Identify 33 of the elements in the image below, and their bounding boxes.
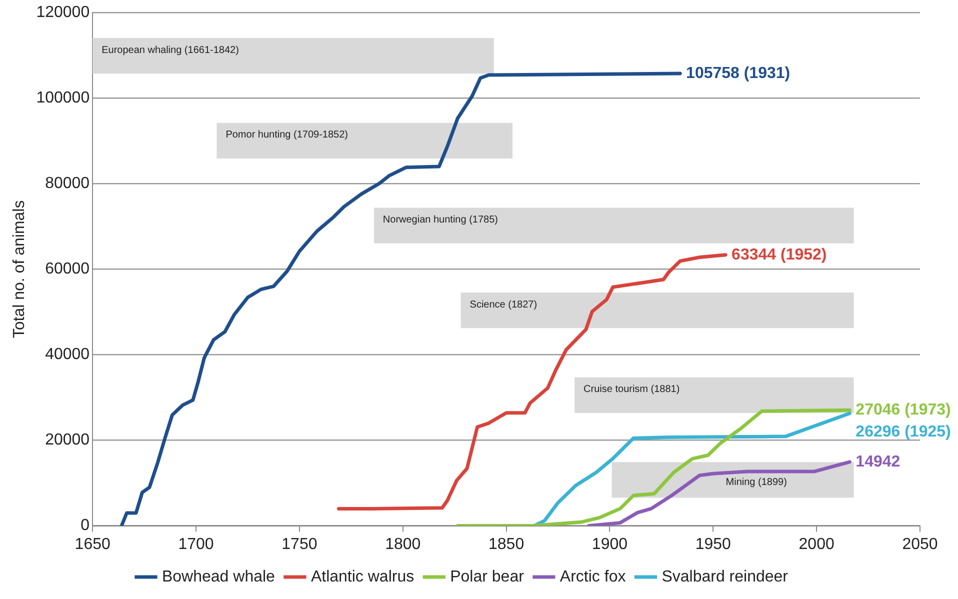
y-tick-label: 20000 [45,432,90,449]
annotation: 14942 [856,453,900,470]
annotation: 26296 (1925) [856,424,951,441]
x-tick-label: 1700 [178,536,214,553]
y-tick-label: 120000 [36,4,90,22]
band-label: Norwegian hunting (1785) [382,214,498,226]
x-tick-label: 1800 [385,536,421,553]
x-tick-label: 1950 [695,536,732,553]
y-tick-label: 40000 [45,346,90,364]
x-tick-label: 2000 [798,536,834,553]
x-tick-label: 1900 [592,536,628,553]
legend-label: Svalbard reindeer [662,568,789,586]
band-label: Mining (1899) [726,476,787,488]
band-label: European whaling (1661-1842) [102,44,239,56]
band-label: Pomor hunting (1709-1852) [226,130,348,141]
legend-label: Bowhead whale [162,568,276,586]
y-tick-label: 0 [80,517,90,534]
annotation: 105758 (1931) [686,64,790,82]
legend-label: Arctic fox [560,568,626,586]
y-tick-label: 80000 [45,175,90,192]
legend-label: Polar bear [450,568,525,586]
annotation: 27046 (1973) [856,402,951,419]
x-tick-label: 2050 [902,536,938,553]
y-tick-label: 100000 [36,90,90,107]
annotation: 63344 (1952) [732,246,827,264]
band-label: Science (1827) [470,299,538,310]
x-tick-label: 1650 [74,536,110,553]
y-axis-title: Total no. of animals [11,200,28,338]
x-tick-label: 1850 [488,536,524,553]
y-tick-label: 60000 [45,260,90,278]
legend-label: Atlantic walrus [310,568,414,586]
x-tick-label: 1750 [282,536,318,553]
band-label: Cruise tourism (1881) [584,384,680,396]
